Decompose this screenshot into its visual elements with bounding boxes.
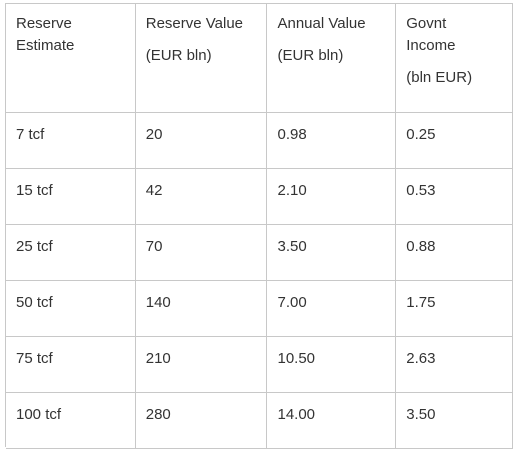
header-text: Income (406, 37, 456, 54)
table-cell: 3.50 (267, 225, 397, 281)
table-row: 7 tcf 20 0.98 0.25 (6, 113, 513, 169)
header-text: Reserve Value (145, 15, 244, 32)
table-row: 50 tcf 140 7.00 1.75 (6, 281, 513, 337)
header-cell-govnt-income: Govnt Income (bln EUR) (396, 4, 513, 113)
table-cell: 280 (135, 393, 268, 449)
table-cell: 70 (135, 225, 268, 281)
table-row: 15 tcf 42 2.10 0.53 (6, 169, 513, 225)
header-text: Estimate (16, 37, 75, 54)
header-text: Annual Value (277, 15, 366, 32)
table-cell: 100 tcf (6, 393, 136, 449)
table-cell: 10.50 (267, 337, 397, 393)
table-cell: 7.00 (267, 281, 397, 337)
header-cell-reserve-estimate: Reserve Estimate (6, 4, 136, 113)
table-cell: 1.75 (396, 281, 513, 337)
table-cell: 0.88 (396, 225, 513, 281)
table-cell: 75 tcf (6, 337, 136, 393)
table-row: 25 tcf 70 3.50 0.88 (6, 225, 513, 281)
table-cell: 50 tcf (6, 281, 136, 337)
table-header-row: Reserve Estimate Reserve Value (EUR bln)… (6, 4, 513, 113)
table-cell: 0.25 (396, 113, 513, 169)
table-cell: 25 tcf (6, 225, 136, 281)
table-cell: 14.00 (267, 393, 397, 449)
table-row: 75 tcf 210 10.50 2.63 (6, 337, 513, 393)
table-cell: 3.50 (396, 393, 513, 449)
header-text: Govnt (406, 15, 447, 32)
table-cell: 15 tcf (6, 169, 136, 225)
table-cell: 2.63 (396, 337, 513, 393)
header-cell-annual-value: Annual Value (EUR bln) (267, 4, 397, 113)
header-unit: (bln EUR) (406, 69, 473, 86)
table-cell: 210 (135, 337, 268, 393)
table-cell: 0.53 (396, 169, 513, 225)
table-cell: 7 tcf (6, 113, 136, 169)
table-cell: 20 (135, 113, 268, 169)
table-row: 100 tcf 280 14.00 3.50 (6, 393, 513, 449)
table-cell: 2.10 (267, 169, 397, 225)
header-unit: (EUR bln) (145, 47, 212, 64)
table-cell: 0.98 (267, 113, 397, 169)
table-cell: 140 (135, 281, 268, 337)
table-cell: 42 (135, 169, 268, 225)
header-text: Reserve (16, 15, 72, 32)
reserves-table: Reserve Estimate Reserve Value (EUR bln)… (5, 3, 513, 449)
header-unit: (EUR bln) (277, 47, 344, 64)
header-cell-reserve-value: Reserve Value (EUR bln) (135, 4, 268, 113)
